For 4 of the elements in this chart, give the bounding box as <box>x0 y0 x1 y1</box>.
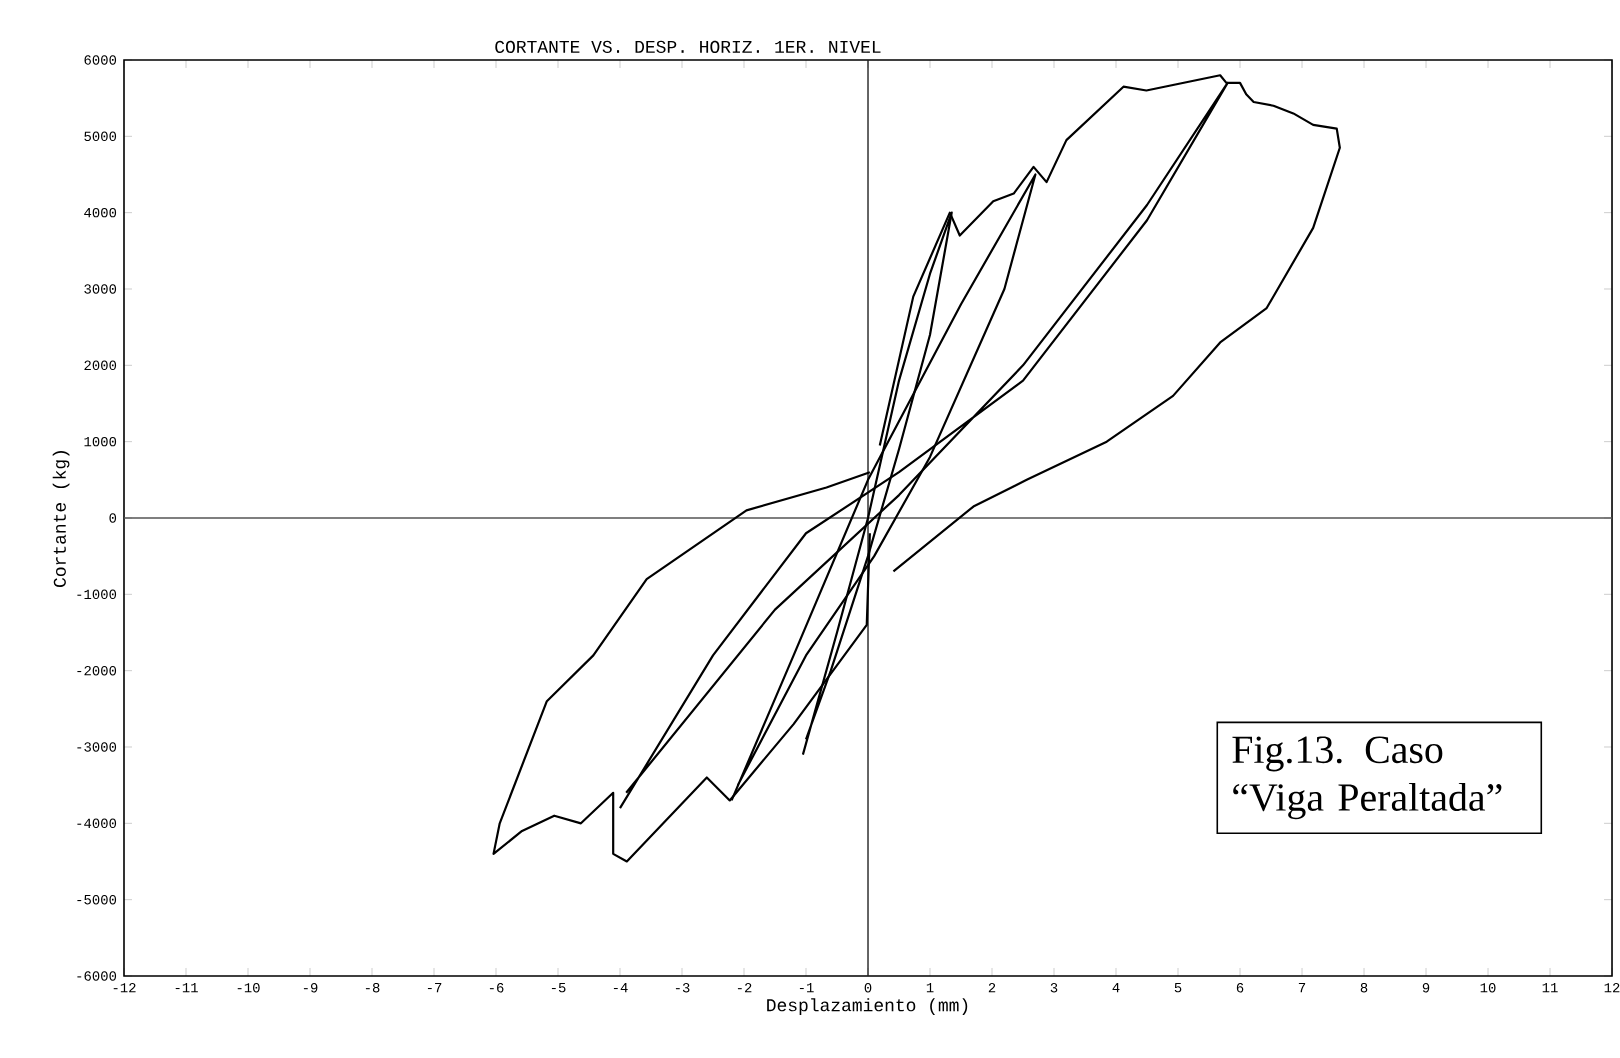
x-axis-title: Desplazamiento (mm) <box>767 998 968 1015</box>
annotation: Fig.13. Caso “Viga Peraltada” <box>1232 736 1502 820</box>
chart-title: CORTANTE VS. DESP. HORIZ. 1ER. NIVEL <box>495 40 881 53</box>
y-axis-title: Cortante (kg) <box>52 451 70 587</box>
